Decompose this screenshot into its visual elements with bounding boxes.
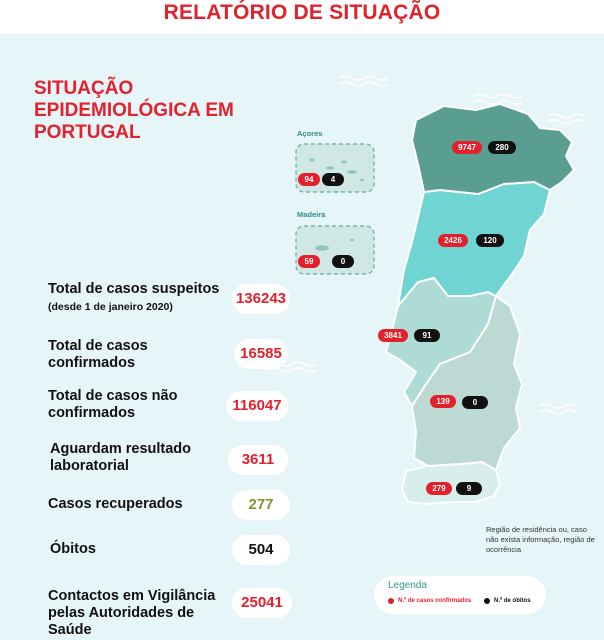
situation-panel: SITUAÇÃO EPIDEMIOLÓGICA EM PORTUGAL Açor… [0,34,604,640]
legend-deaths: N.º de óbitos [484,598,531,604]
algarve-deaths-badge: 9 [456,482,482,495]
red-dot-icon [388,598,394,604]
portugal-map [267,75,585,506]
stat-value-obitos: 504 [232,535,290,565]
legend-deaths-label: N.º de óbitos [494,598,531,604]
stat-label-suspeitos-text: Total de casos suspeitos [48,281,220,297]
acores-cases-badge: 94 [298,173,320,186]
norte-deaths-badge: 280 [488,141,516,154]
stat-label-suspeitos: Total de casos suspeitos (desde 1 de jan… [48,281,228,316]
centro-cases-badge: 2426 [438,234,468,247]
legend: Legenda N.º de casos confirmados N.º de … [374,576,546,614]
centro-deaths-badge: 120 [476,234,504,247]
report-header: RELATÓRIO DE SITUAÇÃO [0,0,604,34]
stat-label-recuperados: Casos recuperados [48,496,183,512]
report-title: RELATÓRIO DE SITUAÇÃO [163,1,441,24]
region-algarve [400,460,502,506]
stat-label-nao-confirmados: Total de casos não confirmados [48,388,178,421]
black-dot-icon [484,598,490,604]
madeira-deaths-badge: 0 [332,255,354,268]
legend-cases: N.º de casos confirmados [388,598,471,604]
legend-title: Legenda [388,580,427,591]
stat-label-confirmados: Total de casos confirmados [48,338,148,371]
alentejo-deaths-badge: 0 [462,396,488,409]
alentejo-cases-badge: 139 [430,395,456,408]
region-alentejo [410,294,524,472]
lisboa-deaths-badge: 91 [414,329,440,342]
stat-value-aguardam: 3611 [228,445,288,475]
stat-value-confirmados: 16585 [234,339,288,369]
acores-islands [309,158,364,182]
stat-value-recuperados: 277 [232,490,290,520]
stat-note-suspeitos: (desde 1 de janeiro 2020) [48,301,173,313]
stat-label-contactos: Contactos em Vigilância pelas Autoridade… [48,588,216,638]
lisboa-cases-badge: 3841 [378,329,408,342]
norte-cases-badge: 9747 [452,141,482,154]
madeira-label: Madeira [297,210,326,219]
stat-value-contactos: 25041 [232,588,292,618]
region-note: Região de residência ou, caso não exista… [486,525,595,554]
acores-deaths-badge: 4 [322,173,344,186]
stat-value-suspeitos: 136243 [232,284,290,314]
algarve-cases-badge: 279 [426,482,452,495]
stat-value-nao-confirmados: 116047 [226,391,288,421]
madeira-islands [315,238,354,251]
section-title: SITUAÇÃO EPIDEMIOLÓGICA EM PORTUGAL [34,78,234,143]
acores-label: Açores [297,129,323,138]
legend-cases-label: N.º de casos confirmados [398,598,472,604]
stat-label-obitos: Óbitos [50,541,96,557]
madeira-cases-badge: 59 [298,255,320,268]
stat-label-aguardam: Aguardam resultado laboratorial [50,441,191,474]
